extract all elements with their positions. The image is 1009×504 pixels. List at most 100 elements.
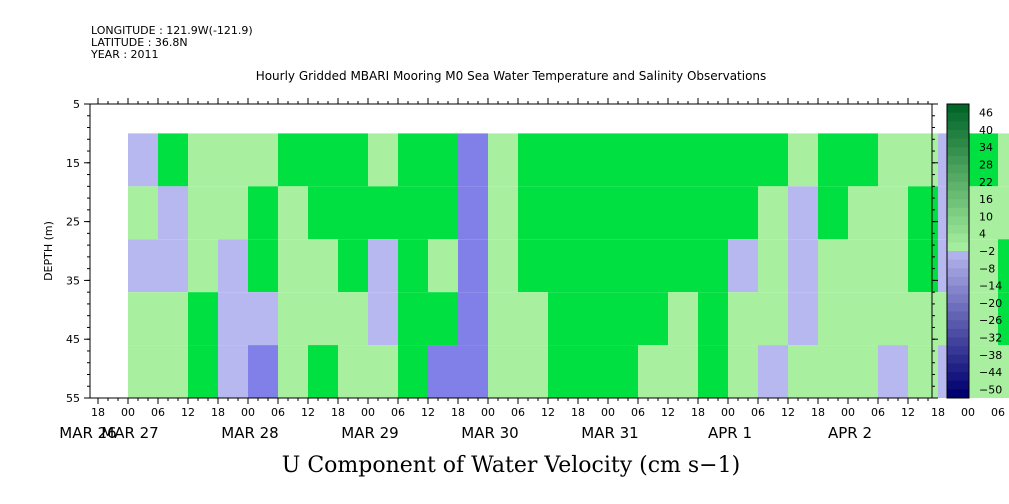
heatmap-cell (668, 345, 698, 398)
colorbar-segment (947, 207, 969, 217)
colorbar-segment (947, 173, 969, 183)
colorbar-segment (947, 380, 969, 390)
x-hour-label: 06 (151, 406, 165, 419)
heatmap-cell (428, 239, 458, 293)
heatmap-cell (368, 292, 398, 346)
heatmap-cell (458, 186, 488, 240)
heatmap-cell (308, 133, 338, 187)
heatmap-cell (428, 186, 458, 240)
heatmap-cell (278, 345, 308, 398)
heatmap-cell (488, 133, 518, 187)
colorbar-label: 4 (979, 228, 986, 241)
y-tick-label: 5 (73, 98, 80, 111)
heatmap-cell (668, 239, 698, 293)
heatmap-cell (158, 186, 188, 240)
heatmap-cell (218, 186, 248, 240)
x-hour-label: 06 (991, 406, 1005, 419)
heatmap-cell (218, 239, 248, 293)
heatmap-cell (518, 133, 548, 187)
x-date-label: MAR 30 (461, 424, 518, 442)
colorbar-label: 28 (979, 159, 993, 172)
heatmap-cell (698, 345, 728, 398)
colorbar-segment (947, 302, 969, 313)
heatmap-cell (248, 345, 278, 398)
heatmap-cell (908, 133, 938, 187)
colorbar-segment (947, 320, 969, 330)
heatmap-cell (758, 186, 788, 240)
heatmap-cell (908, 186, 938, 240)
colorbar-segment (947, 181, 969, 191)
heatmap-cell (758, 239, 788, 293)
x-hour-label: 12 (781, 406, 795, 419)
colorbar-segment (947, 225, 969, 235)
colorbar-label: −8 (979, 262, 995, 275)
heatmap-cell (158, 345, 188, 398)
heatmap-cell (848, 186, 878, 240)
heatmap-cell (518, 292, 548, 346)
colorbar-segment (947, 129, 969, 140)
x-date-label: APR 1 (708, 424, 752, 442)
x-hour-label: 06 (751, 406, 765, 419)
heatmap-cell (398, 186, 428, 240)
heatmap-cell (308, 239, 338, 293)
heatmap-cell (998, 292, 1009, 346)
heatmap-cell (488, 292, 518, 346)
heatmap-cell (188, 292, 218, 346)
x-hour-label: 00 (961, 406, 975, 419)
heatmap-cell (548, 186, 578, 240)
colorbar-label: 34 (979, 141, 993, 154)
colorbar-label: −50 (979, 383, 1002, 396)
longitude-label: LONGITUDE : 121.9W(-121.9) (91, 24, 253, 37)
heatmap-cell (278, 292, 308, 346)
heatmap-cell (608, 345, 638, 398)
colorbar-segment (947, 121, 969, 131)
heatmap-cell (968, 186, 998, 240)
colorbar-segment (947, 242, 969, 252)
heatmap-cell (818, 186, 848, 240)
x-hour-label: 06 (511, 406, 525, 419)
colorbar-segment (947, 354, 969, 364)
heatmap-cell (518, 186, 548, 240)
colorbar-segment (947, 199, 969, 209)
heatmap-cell (308, 186, 338, 240)
heatmap-cell (638, 292, 668, 346)
colorbar-label: −38 (979, 349, 1002, 362)
x-date-label: MAR 28 (221, 424, 278, 442)
heatmap-cell (368, 345, 398, 398)
y-axis-label: DEPTH (m) (42, 221, 55, 281)
x-hour-label: 06 (631, 406, 645, 419)
heatmap-cell (458, 133, 488, 187)
x-hour-label: 18 (451, 406, 465, 419)
heatmap-cell (848, 345, 878, 398)
colorbar-label: 16 (979, 193, 993, 206)
colorbar-segment (947, 112, 969, 122)
x-hour-label: 12 (901, 406, 915, 419)
x-hour-label: 06 (391, 406, 405, 419)
heatmap-cell (188, 345, 218, 398)
heatmap-cell (128, 345, 158, 398)
heatmap-cell (398, 345, 428, 398)
x-hour-label: 18 (571, 406, 585, 419)
heatmap-cell (788, 186, 818, 240)
heatmap-cell (128, 133, 158, 187)
heatmap-cell (818, 345, 848, 398)
heatmap-cell (278, 133, 308, 187)
heatmap-cell (878, 186, 908, 240)
y-tick-label: 15 (66, 157, 80, 170)
heatmap-cell (578, 186, 608, 240)
heatmap-cell (638, 345, 668, 398)
heatmap-cell (428, 345, 458, 398)
heatmap-cell (518, 239, 548, 293)
heatmap-cell (338, 186, 368, 240)
heatmap-cell (368, 186, 398, 240)
heatmap-cell (278, 239, 308, 293)
colorbar-label: −32 (979, 331, 1002, 344)
colorbar-label: −26 (979, 314, 1002, 327)
heatmap-cell (158, 292, 188, 346)
heatmap-cell (698, 186, 728, 240)
x-hour-label: 00 (481, 406, 495, 419)
y-tick-label: 55 (66, 392, 80, 405)
heatmap-cell (338, 133, 368, 187)
heatmap-cell (608, 239, 638, 293)
heatmap-cell (428, 133, 458, 187)
